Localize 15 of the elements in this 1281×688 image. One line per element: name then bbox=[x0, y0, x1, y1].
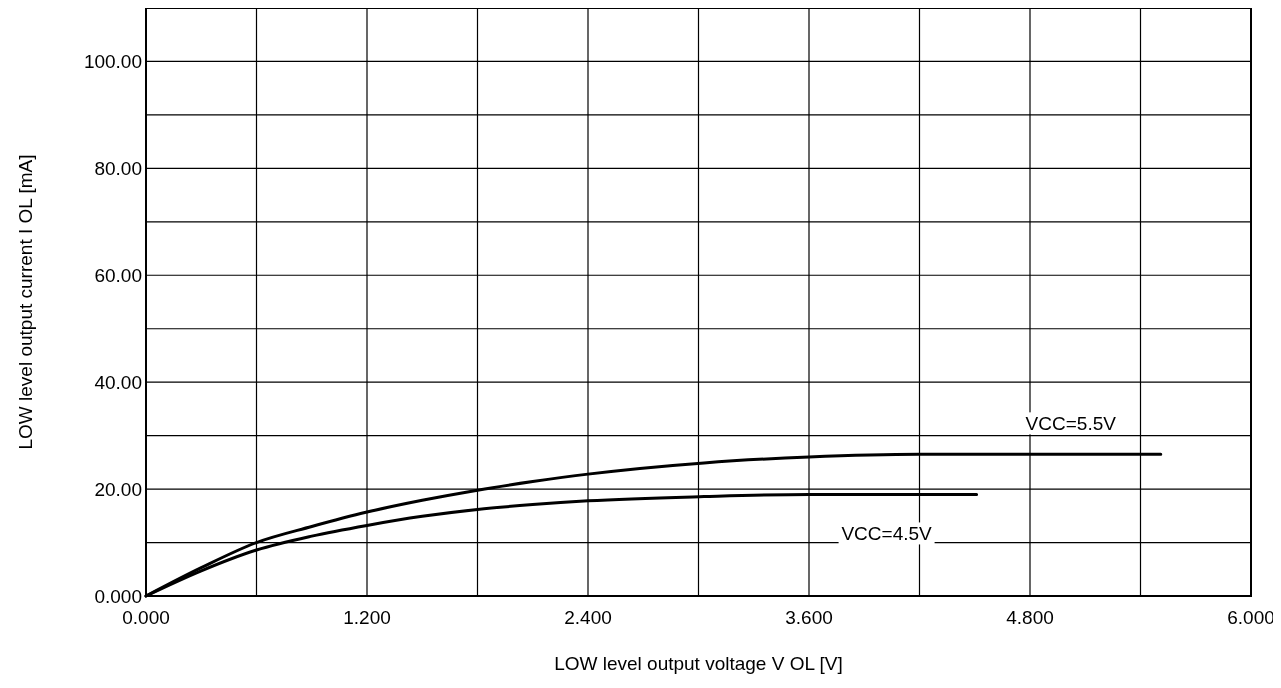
y-axis-title: LOW level output current I OL [mA] bbox=[15, 154, 36, 450]
y-tick-label: 20.00 bbox=[94, 479, 142, 501]
y-tick-label: 80.00 bbox=[94, 158, 142, 180]
series-label: VCC=5.5V bbox=[1025, 413, 1117, 435]
x-tick-label: 1.200 bbox=[343, 607, 391, 628]
y-tick-label: 100.00 bbox=[83, 51, 142, 73]
x-axis-title: LOW level output voltage V OL [V] bbox=[554, 653, 843, 674]
x-tick-label: 4.800 bbox=[1006, 607, 1054, 628]
y-tick-label: 40.00 bbox=[94, 372, 142, 394]
series-label: VCC=4.5V bbox=[841, 523, 933, 545]
x-tick-label: 3.600 bbox=[785, 607, 833, 628]
y-tick-label: 60.00 bbox=[94, 265, 142, 287]
x-tick-label: 0.000 bbox=[122, 607, 170, 628]
x-tick-label: 2.400 bbox=[564, 607, 612, 628]
y-tick-label: 0.000 bbox=[94, 586, 142, 607]
